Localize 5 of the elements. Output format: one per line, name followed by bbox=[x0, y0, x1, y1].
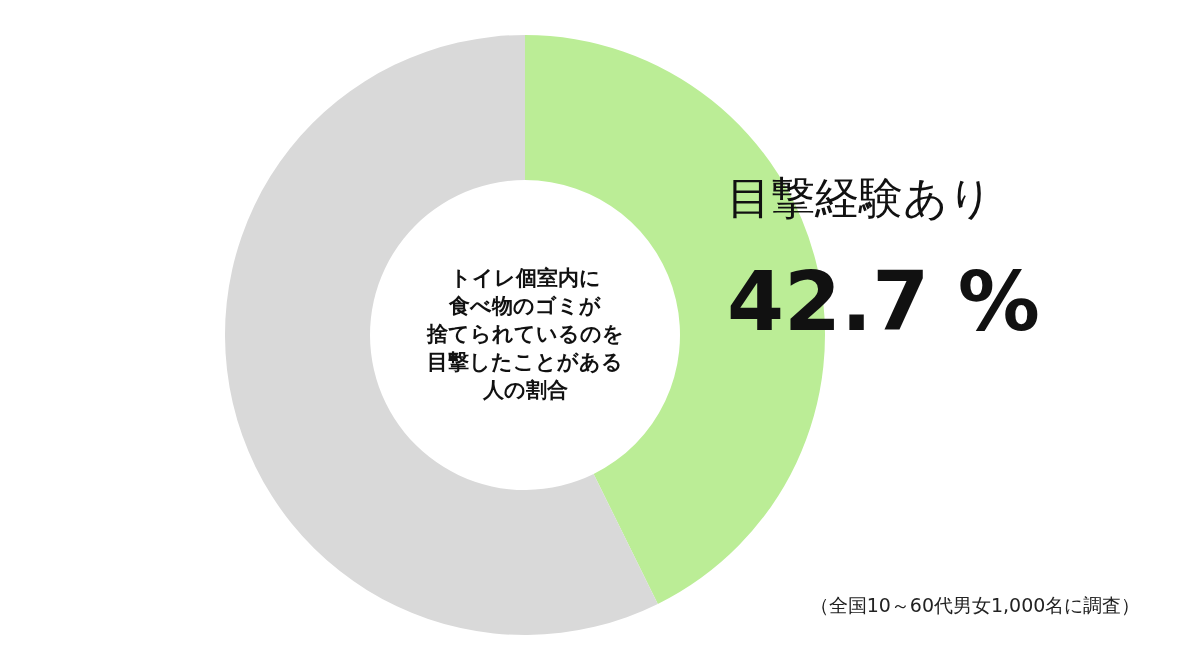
donut-slice bbox=[225, 35, 658, 635]
text: （全国10～60代男女1,000名に調査） bbox=[809, 594, 1141, 616]
slice-label: 目撃経験あり bbox=[727, 172, 993, 223]
data-label: 42.7 % bbox=[727, 254, 1041, 349]
text: トイレ個室内に食べ物のゴミが捨てられているのを目撃したことがある人の割合 bbox=[425, 266, 624, 402]
